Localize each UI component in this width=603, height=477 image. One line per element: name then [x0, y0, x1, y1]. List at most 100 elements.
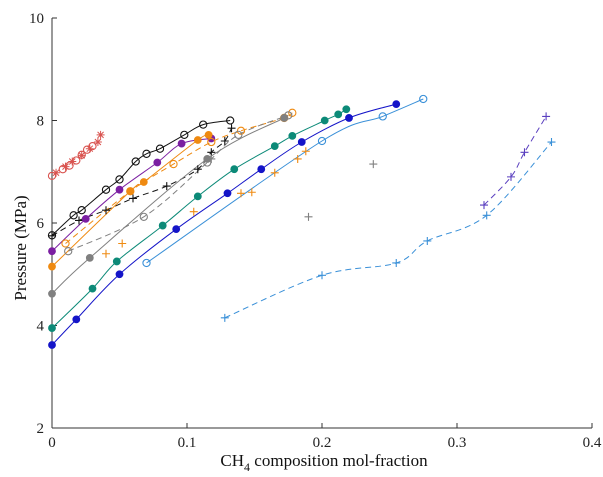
data-point — [48, 341, 56, 349]
data-point — [482, 211, 491, 220]
series-11-points — [48, 105, 351, 332]
series-curve-6 — [65, 112, 293, 244]
data-point — [270, 168, 279, 177]
data-point — [48, 247, 56, 256]
data-point — [48, 324, 56, 332]
data-point — [85, 253, 94, 262]
series-12-points — [48, 100, 401, 349]
data-point — [304, 212, 313, 221]
data-point — [126, 187, 135, 196]
data-point — [247, 188, 256, 197]
data-point — [129, 194, 137, 203]
data-point — [297, 138, 306, 146]
data-point — [288, 131, 297, 140]
data-point — [88, 141, 97, 151]
data-point — [162, 182, 171, 191]
data-point — [61, 162, 70, 171]
x-axis-label: CH4 composition mol-fraction — [220, 451, 428, 474]
x-tick-label: 0.3 — [448, 435, 467, 451]
data-point — [293, 154, 302, 163]
data-point — [112, 257, 121, 266]
data-point — [547, 138, 556, 147]
y-axis-label: Pressure (MPa) — [11, 195, 30, 300]
data-point — [270, 142, 279, 151]
data-point — [199, 120, 208, 129]
series-curve-14 — [483, 116, 547, 206]
series-9-points — [64, 111, 293, 256]
data-point — [102, 249, 110, 258]
series-10-points — [207, 154, 378, 221]
data-point — [77, 151, 86, 160]
data-point — [48, 262, 56, 271]
data-point — [115, 175, 124, 184]
data-point — [88, 284, 97, 293]
data-point — [220, 137, 229, 145]
y-tick-label: 2 — [37, 421, 45, 437]
data-point — [345, 114, 353, 122]
x-axis-label-main: CH — [220, 451, 244, 470]
series-curve-12 — [51, 103, 397, 346]
data-point — [223, 189, 232, 198]
series-8-points — [48, 114, 289, 298]
y-tick-label: 10 — [29, 11, 44, 27]
y-tick-label: 6 — [37, 216, 45, 232]
data-point — [77, 206, 86, 215]
data-point — [58, 165, 67, 174]
data-point — [169, 159, 178, 169]
series-curve-5 — [51, 134, 209, 267]
data-point — [118, 239, 127, 248]
data-point — [288, 108, 297, 117]
series-7-points — [102, 147, 310, 258]
data-point — [193, 136, 202, 144]
data-point — [220, 313, 229, 322]
data-point — [72, 315, 81, 324]
data-point — [93, 138, 102, 147]
data-point — [177, 139, 186, 148]
data-point — [48, 231, 56, 240]
data-point — [542, 112, 551, 121]
data-point — [369, 160, 378, 169]
data-point — [227, 124, 236, 133]
data-point — [317, 136, 327, 146]
series-curve-8 — [51, 117, 285, 295]
axes-layer: 0 0.1 0.2 0.3 0.4 2 4 6 8 10 — [29, 11, 602, 451]
y-tick-label: 8 — [37, 114, 45, 130]
data-point — [81, 215, 90, 223]
data-point — [334, 110, 343, 119]
data-point — [301, 147, 310, 156]
curves-layer — [51, 98, 552, 346]
data-point — [193, 165, 202, 174]
x-tick-label: 0 — [48, 435, 56, 451]
data-point — [61, 239, 70, 248]
data-point — [131, 157, 140, 166]
data-point — [234, 130, 243, 139]
data-point — [189, 207, 198, 216]
data-point — [115, 185, 124, 194]
data-point — [68, 157, 77, 166]
data-point — [142, 258, 151, 268]
data-point — [236, 126, 246, 135]
data-point — [226, 116, 235, 125]
x-tick-label: 0.1 — [178, 435, 197, 451]
data-point — [392, 258, 401, 267]
data-point — [101, 185, 111, 194]
data-point — [180, 130, 189, 139]
data-point — [172, 225, 181, 234]
data-point — [85, 144, 94, 153]
data-point — [230, 165, 239, 174]
data-point — [142, 149, 151, 158]
data-point — [102, 206, 110, 215]
data-point — [237, 189, 245, 198]
data-point — [139, 212, 148, 221]
data-point — [193, 192, 202, 201]
data-point — [48, 289, 56, 298]
series-curve-13 — [146, 98, 424, 264]
data-point — [507, 172, 515, 181]
y-tick-label: 4 — [37, 319, 45, 335]
data-point — [115, 270, 124, 279]
data-point — [69, 211, 78, 220]
data-point — [64, 247, 73, 256]
series-1-points — [52, 130, 105, 177]
